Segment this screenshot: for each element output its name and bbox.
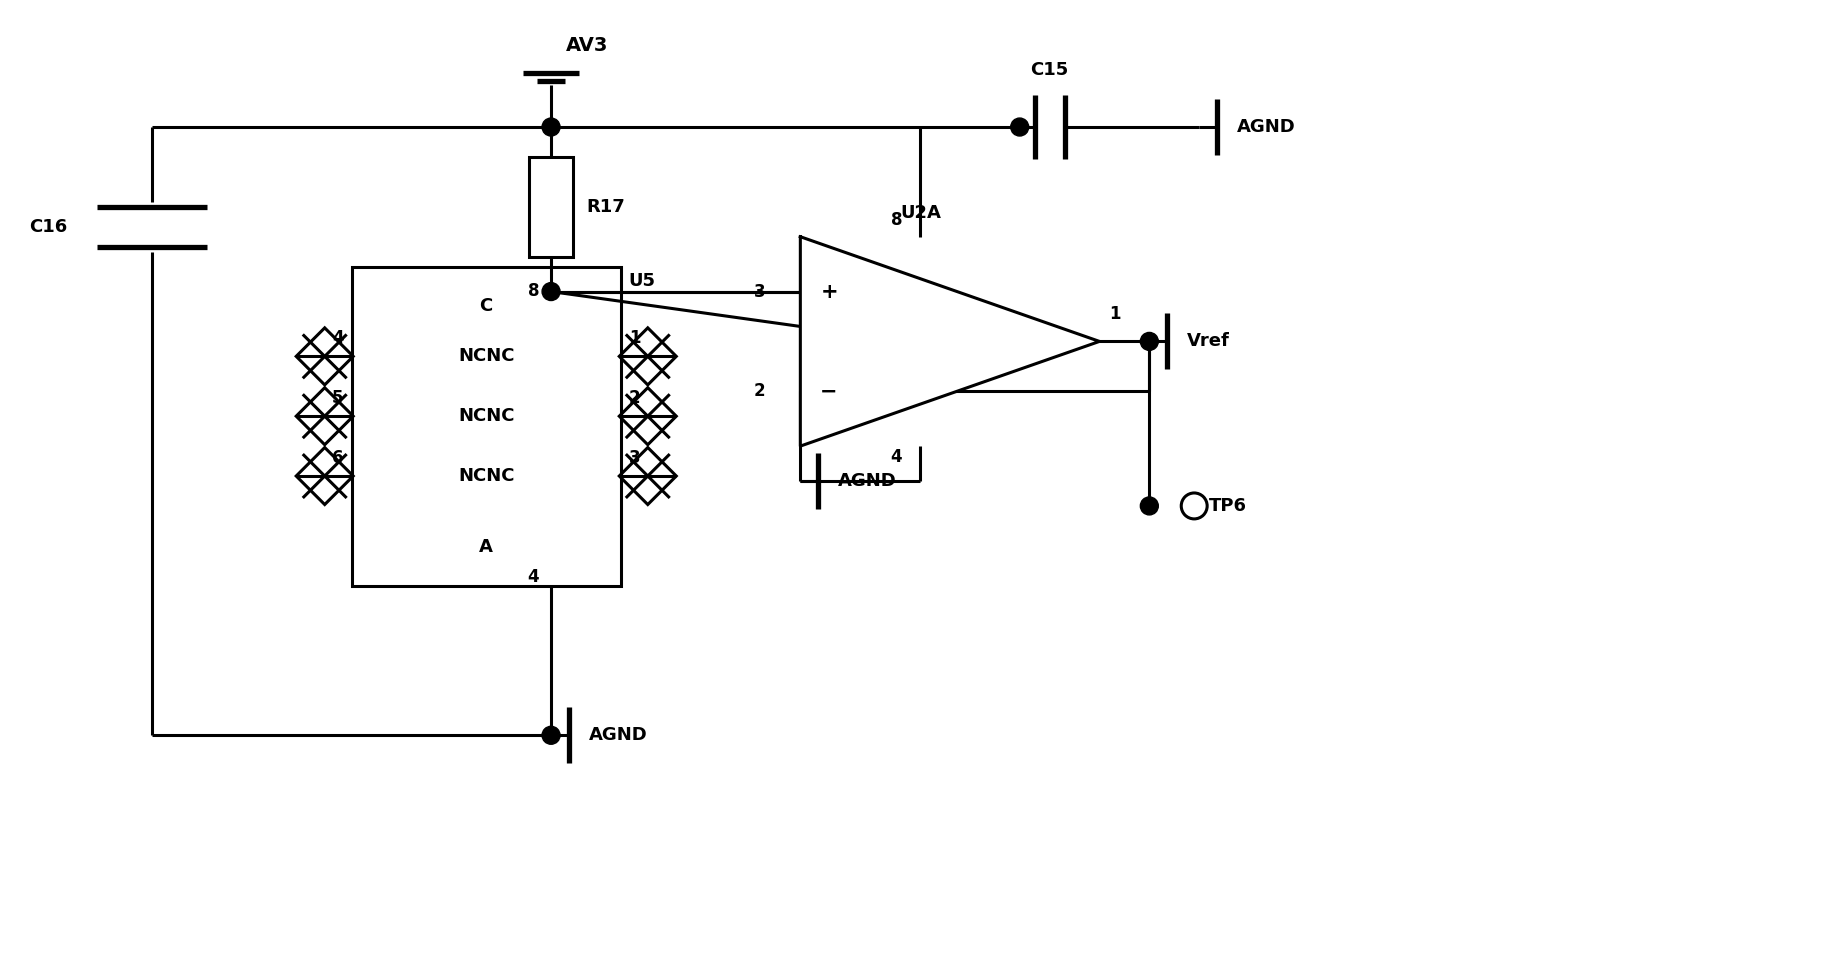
Text: 2: 2 [754,383,765,400]
Text: −: − [820,382,839,401]
Text: 4: 4 [890,448,903,467]
Circle shape [1011,118,1029,136]
Circle shape [1140,332,1158,351]
Text: C16: C16 [29,217,68,236]
Circle shape [541,283,560,300]
Text: C15: C15 [1029,61,1068,79]
Text: AGND: AGND [1237,118,1296,136]
Text: A: A [479,538,494,555]
Circle shape [541,118,560,136]
Text: 3: 3 [629,449,640,468]
Text: 5: 5 [332,389,343,408]
Text: 3: 3 [754,282,765,300]
Text: NCNC: NCNC [459,348,514,365]
Text: AGND: AGND [589,726,648,744]
Circle shape [541,726,560,744]
Text: AV3: AV3 [565,37,609,55]
Text: 8: 8 [890,211,903,229]
Bar [528,156,573,257]
Text: 6: 6 [332,449,343,468]
Circle shape [1140,497,1158,515]
Text: 4: 4 [332,329,343,348]
Polygon shape [800,237,1099,446]
Text: 4: 4 [527,568,539,585]
Text: NCNC: NCNC [459,408,514,425]
Text: Vref: Vref [1187,332,1229,351]
Text: AGND: AGND [839,472,897,490]
Text: U2A: U2A [899,204,941,222]
Bar [352,267,620,585]
Text: 1: 1 [1110,305,1121,324]
Text: C: C [479,297,494,315]
Text: R17: R17 [585,198,624,215]
Text: 1: 1 [629,329,640,348]
Text: NCNC: NCNC [459,467,514,485]
Text: 2: 2 [629,389,640,408]
Text: +: + [820,281,839,301]
Text: 8: 8 [528,281,539,299]
Text: TP6: TP6 [1209,497,1248,515]
Circle shape [1182,493,1207,519]
Text: U5: U5 [629,271,655,290]
